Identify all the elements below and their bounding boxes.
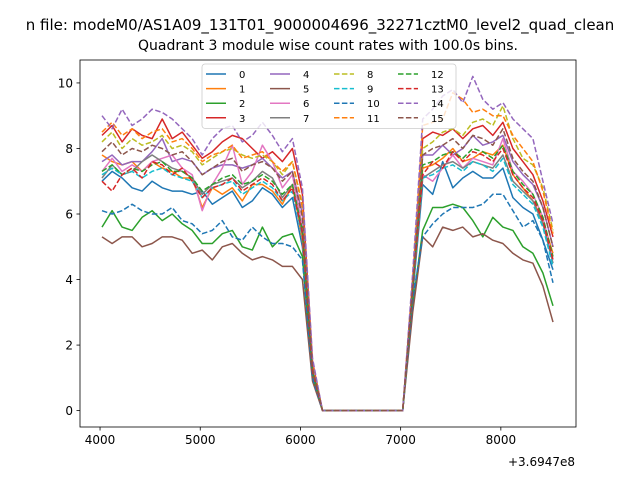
y-tick-label: 6 [65, 208, 73, 222]
legend-label-14: 14 [431, 99, 444, 110]
series-line-12 [101, 144, 554, 412]
x-tick-label: 4000 [85, 433, 116, 447]
legend-label-11: 11 [367, 114, 380, 125]
legend-label-0: 0 [239, 70, 245, 81]
y-tick-label: 0 [65, 404, 73, 418]
legend-label-9: 9 [367, 85, 373, 96]
series-line-1 [101, 144, 554, 412]
legend-label-5: 5 [303, 85, 309, 96]
legend-label-6: 6 [303, 99, 309, 110]
legend-label-3: 3 [239, 114, 245, 125]
series-line-8 [101, 105, 554, 412]
legend-label-2: 2 [239, 99, 245, 110]
legend-label-13: 13 [431, 85, 444, 96]
legend-box [201, 63, 457, 129]
legend-label-1: 1 [239, 85, 245, 96]
x-tick-label: 6000 [285, 433, 316, 447]
legend-label-4: 4 [303, 70, 309, 81]
y-tick-label: 4 [65, 273, 73, 287]
series-line-9 [101, 157, 554, 412]
series-line-7 [101, 154, 554, 412]
series-line-0 [101, 160, 554, 412]
x-offset-label: +3.6947e8 [508, 455, 575, 469]
series-line-13 [101, 147, 554, 412]
legend-label-12: 12 [431, 70, 444, 81]
series-line-10 [101, 193, 554, 412]
y-tick-label: 2 [65, 339, 73, 353]
series-line-6 [101, 137, 554, 412]
series-line-15 [101, 128, 554, 412]
series-line-4 [101, 134, 554, 412]
legend-label-10: 10 [367, 99, 380, 110]
series-line-14 [101, 75, 554, 412]
legend-label-15: 15 [431, 114, 444, 125]
y-tick-label: 10 [58, 76, 73, 90]
chart-title: Quadrant 3 module wise count rates with … [138, 38, 518, 54]
y-tick-label: 8 [65, 142, 73, 156]
plot-area: 4000 5000 6000 7000 800002468100123456789101… [58, 59, 577, 447]
series-group [101, 75, 554, 412]
legend-label-8: 8 [367, 70, 373, 81]
axes-frame [79, 59, 577, 428]
legend-label-7: 7 [303, 114, 309, 125]
series-line-5 [101, 226, 554, 412]
x-tick-label: 7000 [385, 433, 416, 447]
x-tick-label: 5000 [185, 433, 216, 447]
x-tick-label: 8000 [486, 433, 517, 447]
figure-suptitle: n file: modeM0/AS1A09_131T01_9000004696_… [26, 16, 615, 35]
